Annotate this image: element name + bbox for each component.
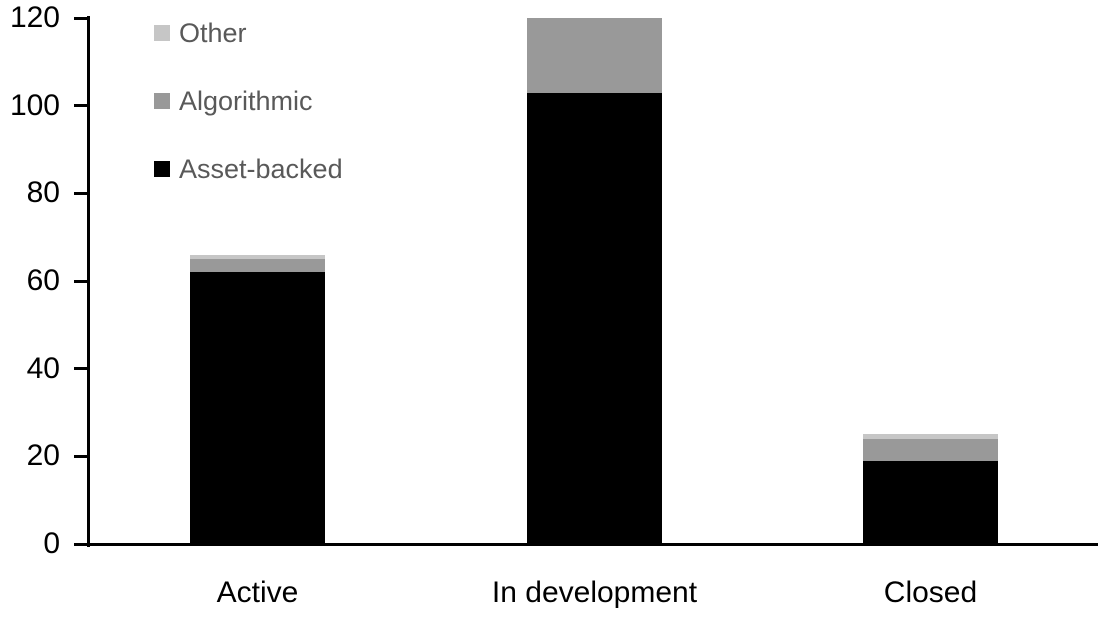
- y-axis-tick: [74, 191, 87, 195]
- legend-swatch-icon: [154, 161, 170, 177]
- chart-legend: Other Algorithmic Asset-backed: [154, 18, 343, 184]
- bar-segment-algorithmic: [527, 18, 662, 93]
- x-category-label: Closed: [883, 576, 978, 609]
- legend-label: Algorithmic: [179, 86, 313, 116]
- bar-segment-asset-backed: [527, 92, 662, 544]
- y-tick-label: 60: [26, 264, 60, 297]
- y-tick-label: 0: [43, 527, 60, 560]
- legend-item-asset-backed: Asset-backed: [154, 154, 343, 184]
- y-tick-label: 120: [9, 1, 60, 34]
- y-axis-tick: [74, 367, 87, 371]
- legend-label: Asset-backed: [179, 154, 343, 184]
- y-tick-label: 80: [26, 176, 60, 210]
- bar-segment-asset-backed: [863, 460, 998, 544]
- bar-segment-algorithmic: [863, 438, 998, 461]
- y-axis-tick: [74, 279, 87, 283]
- y-axis-line: [87, 16, 90, 547]
- y-axis-tick: [74, 542, 87, 546]
- bar-segment-other: [863, 434, 998, 439]
- y-tick-label: 40: [26, 351, 60, 385]
- y-tick-label: 20: [26, 439, 60, 473]
- bar-segment-asset-backed: [190, 272, 325, 544]
- y-tick-label: 100: [9, 88, 60, 122]
- y-axis-tick: [74, 454, 87, 458]
- y-axis-tick: [74, 104, 87, 108]
- x-axis-line: [87, 543, 1098, 546]
- legend-label: Other: [179, 18, 247, 48]
- x-category-label: Active: [216, 576, 299, 609]
- legend-item-other: Other: [154, 18, 343, 48]
- bar-segment-algorithmic: [190, 259, 325, 273]
- x-category-label: In development: [491, 576, 698, 609]
- y-axis-tick: [74, 16, 87, 20]
- legend-item-algorithmic: Algorithmic: [154, 86, 343, 116]
- legend-swatch-icon: [154, 93, 170, 109]
- legend-swatch-icon: [154, 25, 170, 41]
- bar-segment-other: [190, 254, 325, 260]
